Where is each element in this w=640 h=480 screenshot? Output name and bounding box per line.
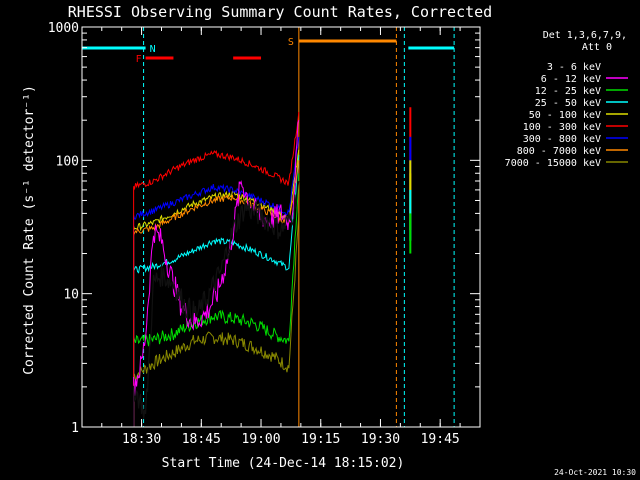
legend-entry-label: 12 - 25 keV: [535, 86, 601, 97]
legend-entry-label: 7000 - 15000 keV: [505, 158, 601, 169]
x-tick-label: 18:45: [182, 432, 221, 447]
axes: 18:30 18:45 19:00 19:15 19:30 19:45 1 10 100 1000: [48, 21, 481, 447]
legend-entry-label: 800 - 7000 keV: [517, 146, 601, 157]
y-tick-label: 100: [56, 154, 79, 169]
legend-header: Att 0: [582, 42, 612, 53]
legend-entry-label: 300 - 800 keV: [523, 134, 601, 145]
series-line-band-6-12: [133, 120, 300, 396]
flag-label-n: N: [150, 44, 156, 55]
x-tick-label: 19:45: [421, 432, 460, 447]
x-tick-label: 19:15: [301, 432, 340, 447]
chart-title: RHESSI Observing Summary Count Rates, Co…: [68, 3, 492, 21]
series-line-band-12-25: [133, 173, 300, 347]
legend-entry-label: 25 - 50 keV: [535, 98, 601, 109]
plot-area: NF S: [81, 27, 455, 427]
y-tick-label: 10: [63, 288, 79, 303]
y-axis-label: Corrected Count Rate (s⁻¹ detector⁻¹): [22, 85, 37, 375]
flag-label-f: F: [136, 54, 142, 65]
flag-label-s: S: [288, 37, 294, 48]
legend-entry-label: 50 - 100 keV: [529, 110, 601, 121]
series-line-band-100-300: [133, 112, 300, 191]
legend-header: Det 1,3,6,7,9,: [543, 30, 627, 41]
x-axis-label: Start Time (24-Dec-14 18:15:02): [162, 456, 405, 471]
series-line-band-50-100: [133, 149, 300, 232]
series-line-band-300-800: [133, 136, 300, 220]
legend-entry-label: 6 - 12 keV: [541, 74, 601, 85]
y-tick-label: 1: [71, 421, 79, 436]
x-tick-label: 19:30: [361, 432, 400, 447]
x-tick-label: 18:30: [122, 432, 161, 447]
legend-entry-label: 100 - 300 keV: [523, 122, 601, 133]
series-line-band-3-6: [133, 180, 300, 420]
series-line-band-7000-15000: [133, 213, 300, 382]
date-stamp: 24-Oct-2021 10:30: [554, 468, 636, 477]
y-tick-label: 1000: [48, 21, 79, 36]
legend-entry-label: 3 - 6 keV: [547, 62, 601, 73]
x-tick-label: 19:00: [241, 432, 280, 447]
